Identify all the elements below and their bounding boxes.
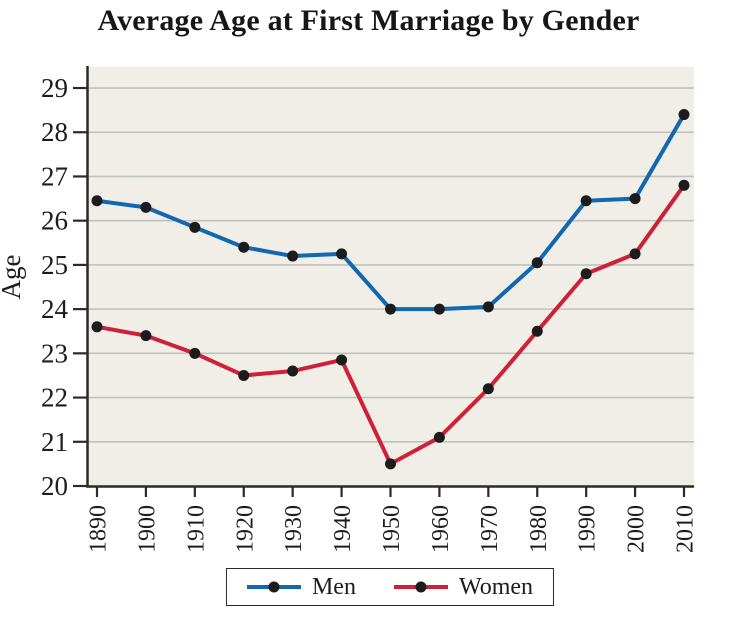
men-data-point bbox=[287, 250, 299, 262]
x-tick-label: 2000 bbox=[624, 505, 650, 553]
x-tick-label: 1960 bbox=[428, 505, 454, 553]
chart-title: Average Age at First Marriage by Gender bbox=[97, 4, 640, 37]
y-tick-label: 29 bbox=[41, 73, 68, 103]
women-data-point bbox=[140, 330, 152, 342]
men-data-point bbox=[678, 109, 690, 121]
plot-background bbox=[87, 67, 694, 486]
legend: Men Women bbox=[225, 568, 555, 607]
women-marker-dot bbox=[415, 581, 427, 593]
y-tick-label: 27 bbox=[41, 161, 68, 191]
men-data-point bbox=[91, 195, 103, 207]
women-data-point bbox=[629, 248, 641, 260]
men-data-point bbox=[140, 201, 152, 213]
y-axis-title: Age bbox=[0, 254, 26, 299]
x-tick-label: 1910 bbox=[183, 505, 209, 553]
x-tick-label: 1980 bbox=[526, 505, 552, 553]
y-tick-label: 24 bbox=[41, 294, 69, 324]
women-line-sample bbox=[393, 581, 448, 593]
y-tick-label: 26 bbox=[41, 206, 68, 236]
men-data-point bbox=[629, 193, 641, 205]
women-data-point bbox=[580, 268, 592, 280]
x-tick-label: 1900 bbox=[134, 505, 160, 553]
y-tick-label: 28 bbox=[41, 117, 68, 147]
x-tick-label: 1930 bbox=[281, 505, 307, 553]
y-tick-label: 23 bbox=[41, 338, 68, 368]
women-data-point bbox=[287, 365, 299, 377]
y-tick-label: 20 bbox=[41, 471, 68, 501]
legend-item-women: Women bbox=[393, 574, 534, 600]
men-data-point bbox=[238, 241, 250, 253]
women-data-point bbox=[482, 383, 494, 395]
women-data-point bbox=[91, 321, 103, 333]
women-data-point bbox=[189, 347, 201, 359]
women-data-point bbox=[385, 458, 396, 470]
x-tick-label: 1970 bbox=[477, 505, 503, 553]
men-data-point bbox=[531, 257, 543, 269]
y-tick-label: 25 bbox=[41, 250, 68, 280]
y-tick-label: 22 bbox=[41, 383, 68, 413]
x-tick-label: 1950 bbox=[379, 505, 405, 553]
x-tick-label: 1890 bbox=[86, 505, 112, 553]
x-tick-label: 1940 bbox=[330, 505, 356, 553]
women-data-point bbox=[433, 431, 445, 443]
legend-label-women: Women bbox=[458, 574, 534, 600]
legend-item-men: Men bbox=[246, 574, 356, 600]
men-data-point bbox=[336, 248, 348, 260]
women-data-point bbox=[238, 369, 250, 381]
y-tick-label: 21 bbox=[41, 427, 68, 457]
men-data-point bbox=[385, 303, 396, 315]
men-data-point bbox=[580, 195, 592, 207]
x-tick-label: 1990 bbox=[575, 505, 601, 553]
men-data-point bbox=[482, 301, 494, 313]
men-data-point bbox=[189, 221, 201, 233]
legend-label-men: Men bbox=[311, 574, 356, 600]
x-tick-label: 2010 bbox=[673, 505, 699, 553]
men-data-point bbox=[433, 303, 445, 315]
x-tick-label: 1920 bbox=[232, 505, 258, 553]
men-line-sample bbox=[246, 581, 301, 593]
women-data-point bbox=[678, 179, 690, 191]
men-marker-dot bbox=[268, 581, 280, 593]
women-data-point bbox=[531, 325, 543, 337]
women-data-point bbox=[336, 354, 348, 366]
